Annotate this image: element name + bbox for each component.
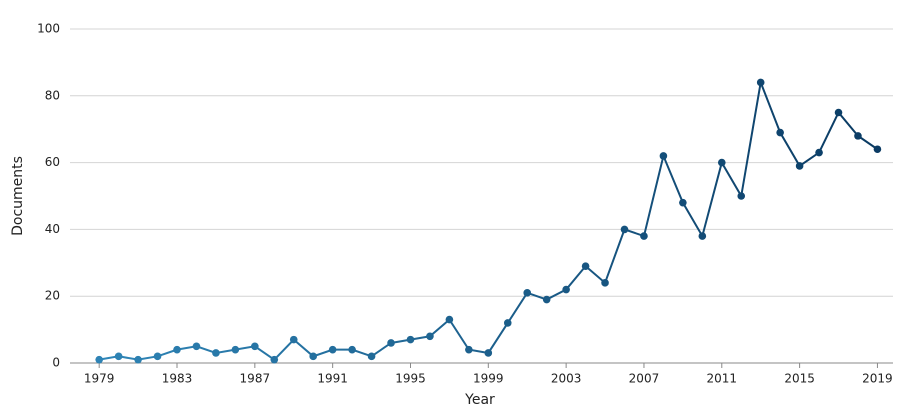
x-tick-label: 1991 (317, 372, 348, 386)
data-point (484, 349, 493, 357)
y-tick-label: 20 (45, 289, 60, 303)
data-point (503, 319, 512, 327)
y-tick-label: 100 (37, 22, 60, 36)
data-point (367, 352, 376, 361)
data-point (231, 345, 240, 354)
y-tick-label: 60 (45, 155, 60, 169)
data-line (99, 78, 879, 361)
data-point (134, 355, 142, 364)
data-point (640, 232, 648, 240)
data-point (756, 78, 765, 87)
x-tick-label: 2007 (629, 372, 660, 386)
x-tick-label: 2015 (784, 372, 815, 386)
data-point (153, 352, 162, 361)
data-point (309, 352, 318, 361)
data-point (173, 345, 181, 354)
data-point (523, 289, 532, 297)
data-point (815, 148, 823, 157)
data-point (620, 225, 629, 234)
data-point (698, 232, 707, 240)
data-point (795, 162, 804, 170)
data-point (212, 349, 220, 357)
data-point (426, 332, 434, 341)
data-point (328, 345, 337, 354)
data-point (834, 108, 843, 117)
data-point (776, 128, 784, 137)
data-point (251, 342, 259, 351)
data-point (95, 355, 103, 364)
data-point (717, 158, 726, 167)
y-tick-label: 40 (45, 222, 60, 236)
y-axis-label: Documents (10, 156, 26, 236)
data-point (679, 198, 687, 207)
data-point (192, 342, 201, 351)
data-point (289, 335, 298, 344)
data-point (873, 145, 882, 154)
x-tick-label: 2019 (862, 372, 893, 386)
data-point (465, 345, 473, 354)
x-tick-label: 1999 (473, 372, 504, 386)
data-point (406, 335, 415, 344)
data-point (542, 295, 551, 304)
x-tick-label: 1995 (395, 372, 426, 386)
data-point (562, 285, 570, 294)
data-point (348, 345, 356, 354)
x-tick-label: 1987 (240, 372, 271, 386)
x-tick-label: 2003 (551, 372, 582, 386)
data-point (387, 339, 395, 347)
x-tick-label: 2011 (707, 372, 738, 386)
x-axis-label: Year (464, 392, 495, 408)
data-point (114, 352, 123, 361)
data-point (854, 132, 862, 140)
data-point (581, 262, 590, 270)
data-point (445, 315, 454, 324)
x-tick-label: 1983 (162, 372, 193, 386)
data-point (601, 279, 609, 287)
x-tick-label: 1979 (84, 372, 115, 386)
y-tick-label: 80 (45, 88, 60, 102)
data-point (270, 355, 279, 364)
data-point (737, 192, 746, 200)
data-point (659, 152, 668, 160)
y-tick-label: 0 (52, 356, 60, 370)
